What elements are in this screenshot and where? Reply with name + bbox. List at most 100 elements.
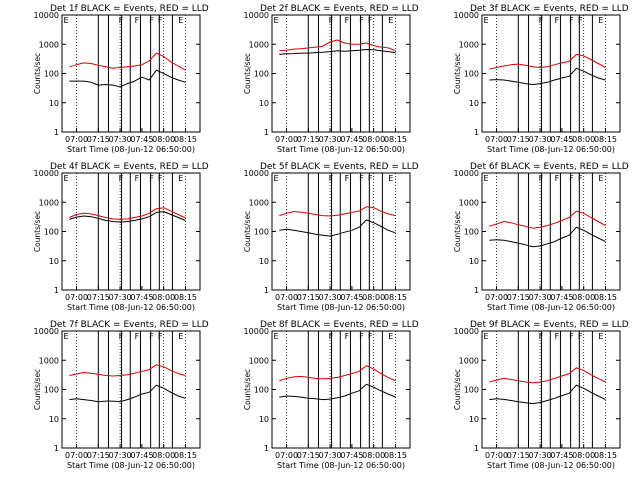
det-panel: Det 2f BLACK = Events, RED = LLD 1 10 100 10… bbox=[243, 4, 419, 154]
flag-label: F bbox=[539, 16, 544, 25]
x-tick-label: 07:00 bbox=[485, 135, 508, 144]
x-tick-label: 08:00 bbox=[152, 135, 175, 144]
x-tick-label: 08:00 bbox=[152, 451, 175, 460]
flag-label: F bbox=[578, 16, 583, 25]
x-tick-label: 07:30 bbox=[529, 293, 552, 302]
y-axis-label: Counts/sec bbox=[33, 53, 42, 94]
x-tick-label: 07:45 bbox=[550, 451, 573, 460]
x-tick-label: 07:15 bbox=[87, 451, 110, 460]
x-tick-label: 07:30 bbox=[109, 135, 132, 144]
x-tick-label: 07:45 bbox=[340, 293, 363, 302]
y-tick-label: 1 bbox=[54, 444, 59, 453]
y-tick-label: 10000 bbox=[34, 327, 59, 336]
x-tick-label: 07:15 bbox=[297, 451, 320, 460]
flag-label: F bbox=[539, 174, 544, 183]
y-tick-label: 10 bbox=[259, 257, 269, 266]
x-tick-label: 07:00 bbox=[275, 135, 298, 144]
x-axis-label: Start Time (08-Jun-12 06:50:00) bbox=[487, 145, 615, 154]
x-tick-label: 08:00 bbox=[572, 451, 595, 460]
flag-label: F bbox=[135, 16, 140, 25]
plot-frame bbox=[481, 14, 621, 133]
x-tick-label: 07:45 bbox=[340, 451, 363, 460]
x-tick-label: 08:00 bbox=[362, 451, 385, 460]
plot-frame bbox=[271, 172, 411, 291]
flag-label: F bbox=[345, 174, 350, 183]
x-tick-label: 07:00 bbox=[65, 293, 88, 302]
y-tick-label: 1000 bbox=[249, 40, 269, 49]
flag-label: F bbox=[149, 332, 154, 341]
y-axis-label: Counts/sec bbox=[453, 369, 462, 410]
flag-label: E bbox=[598, 332, 603, 341]
lld-series-line bbox=[69, 207, 186, 220]
y-tick-label: 1 bbox=[264, 286, 269, 295]
y-tick-label: 10 bbox=[49, 99, 59, 108]
plot-frame bbox=[481, 330, 621, 449]
x-tick-label: 08:15 bbox=[384, 293, 407, 302]
flag-label: E bbox=[273, 174, 278, 183]
flag-label: E bbox=[178, 332, 183, 341]
x-tick-label: 07:30 bbox=[319, 293, 342, 302]
x-tick-label: 08:00 bbox=[362, 135, 385, 144]
y-tick-label: 10 bbox=[49, 415, 59, 424]
x-tick-label: 07:30 bbox=[319, 135, 342, 144]
det-panel: Det 5f BLACK = Events, RED = LLD 1 10 100 10… bbox=[243, 162, 419, 312]
flag-label: F bbox=[555, 174, 560, 183]
x-axis-label: Start Time (08-Jun-12 06:50:00) bbox=[487, 303, 615, 312]
y-tick-label: 1 bbox=[264, 444, 269, 453]
y-tick-label: 100 bbox=[254, 228, 269, 237]
x-axis-label: Start Time (08-Jun-12 06:50:00) bbox=[277, 303, 405, 312]
x-tick-label: 08:00 bbox=[362, 293, 385, 302]
flag-label: E bbox=[273, 332, 278, 341]
panel-title: Det 9f BLACK = Events, RED = LLD bbox=[470, 320, 629, 330]
y-axis-label: Counts/sec bbox=[243, 369, 252, 410]
y-tick-label: 10 bbox=[49, 257, 59, 266]
flag-label: F bbox=[539, 332, 544, 341]
y-axis-label: Counts/sec bbox=[33, 211, 42, 252]
y-tick-label: 10000 bbox=[34, 169, 59, 178]
flag-label: E bbox=[63, 16, 68, 25]
x-tick-label: 07:00 bbox=[65, 135, 88, 144]
events-series-line bbox=[489, 384, 606, 405]
x-tick-label: 07:00 bbox=[65, 451, 88, 460]
events-series-line bbox=[279, 219, 396, 237]
x-tick-label: 07:30 bbox=[529, 451, 552, 460]
plot-frame bbox=[61, 330, 201, 449]
flag-label: F bbox=[345, 332, 350, 341]
y-axis-label: Counts/sec bbox=[33, 369, 42, 410]
y-tick-label: 1 bbox=[54, 286, 59, 295]
events-series-line bbox=[69, 69, 186, 88]
flag-label: E bbox=[178, 16, 183, 25]
x-tick-label: 07:15 bbox=[507, 293, 530, 302]
y-tick-label: 10 bbox=[469, 257, 479, 266]
flag-label: F bbox=[158, 332, 163, 341]
x-tick-label: 08:00 bbox=[572, 293, 595, 302]
y-tick-label: 100 bbox=[464, 386, 479, 395]
panel-title: Det 3f BLACK = Events, RED = LLD bbox=[470, 4, 629, 14]
x-tick-label: 07:30 bbox=[109, 451, 132, 460]
x-tick-label: 08:15 bbox=[594, 293, 617, 302]
y-tick-label: 10000 bbox=[454, 327, 479, 336]
x-tick-label: 08:15 bbox=[174, 451, 197, 460]
panel-title: Det 6f BLACK = Events, RED = LLD bbox=[470, 162, 629, 172]
flag-label: E bbox=[273, 16, 278, 25]
y-tick-label: 10 bbox=[469, 99, 479, 108]
plot-frame bbox=[271, 330, 411, 449]
flag-label: F bbox=[359, 332, 364, 341]
x-tick-label: 08:15 bbox=[384, 451, 407, 460]
lld-series-line bbox=[489, 367, 606, 384]
x-axis-label: Start Time (08-Jun-12 06:50:00) bbox=[487, 461, 615, 470]
det-panel: Det 8f BLACK = Events, RED = LLD 1 10 100 10… bbox=[243, 320, 419, 470]
y-tick-label: 100 bbox=[44, 386, 59, 395]
events-series-line bbox=[489, 226, 606, 248]
flag-label: F bbox=[345, 16, 350, 25]
flag-label: F bbox=[149, 16, 154, 25]
y-tick-label: 10000 bbox=[244, 11, 269, 20]
flag-label: F bbox=[368, 16, 373, 25]
x-axis-label: Start Time (08-Jun-12 06:50:00) bbox=[67, 145, 195, 154]
x-tick-label: 07:45 bbox=[550, 293, 573, 302]
flag-label: E bbox=[63, 174, 68, 183]
x-tick-label: 07:00 bbox=[275, 293, 298, 302]
y-axis-label: Counts/sec bbox=[243, 53, 252, 94]
flag-label: F bbox=[119, 16, 124, 25]
